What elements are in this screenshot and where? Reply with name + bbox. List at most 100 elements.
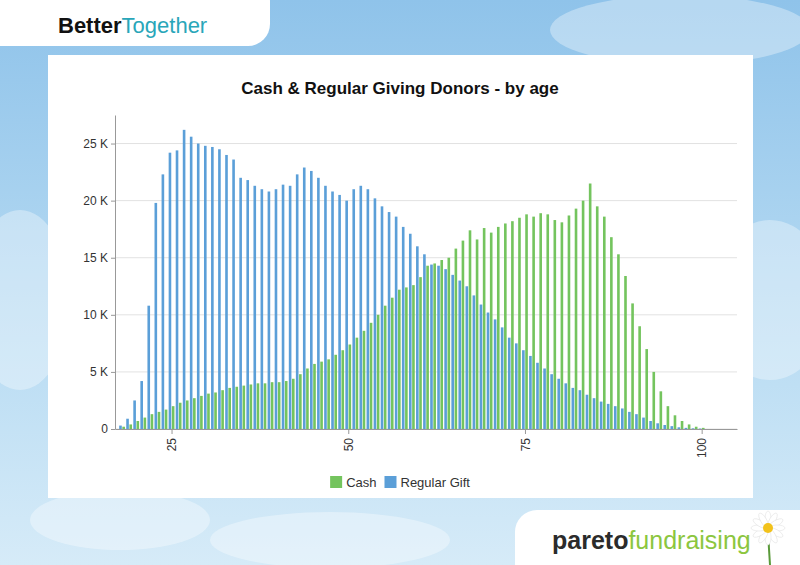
bar xyxy=(172,406,175,429)
bar xyxy=(405,287,408,429)
bar xyxy=(338,195,341,429)
bar xyxy=(663,425,666,429)
bar xyxy=(349,345,352,429)
bar xyxy=(331,192,334,429)
bar xyxy=(271,382,274,429)
bar xyxy=(133,400,136,429)
bar xyxy=(299,374,302,429)
bar xyxy=(501,327,504,429)
y-tick: 20 K xyxy=(83,194,115,208)
bar xyxy=(579,390,582,429)
bar xyxy=(572,388,575,429)
bar xyxy=(575,209,578,429)
bar xyxy=(391,298,394,429)
bar xyxy=(660,391,663,429)
grid-line xyxy=(115,257,737,258)
x-axis: 255075100 xyxy=(116,429,738,458)
x-tick-mark xyxy=(348,429,349,434)
bar xyxy=(345,201,348,429)
y-tick-mark xyxy=(111,201,115,202)
bar xyxy=(497,227,500,429)
bar xyxy=(352,189,355,429)
bar xyxy=(554,220,557,429)
bar xyxy=(402,227,405,429)
bar xyxy=(440,260,443,429)
chart-panel xyxy=(48,55,753,498)
cloud xyxy=(210,512,450,565)
y-tick-label: 20 K xyxy=(83,194,108,208)
bar xyxy=(419,277,422,429)
bar xyxy=(688,424,691,429)
y-tick: 15 K xyxy=(83,251,115,265)
bar xyxy=(165,410,168,429)
legend-label: Cash xyxy=(346,475,376,490)
bar xyxy=(119,426,122,429)
x-tick: 75 xyxy=(519,429,533,451)
bar xyxy=(582,201,585,429)
bar xyxy=(356,338,359,429)
bar xyxy=(529,356,532,429)
bar xyxy=(557,379,560,429)
y-tick-label: 5 K xyxy=(90,365,108,379)
bar xyxy=(483,228,486,429)
bar xyxy=(169,153,172,429)
bar xyxy=(437,266,440,429)
bar xyxy=(600,402,603,429)
bar xyxy=(200,396,203,429)
bar xyxy=(398,290,401,429)
bar xyxy=(190,137,193,429)
header-brand: BetterTogether xyxy=(58,13,207,38)
bar xyxy=(377,315,380,429)
bar xyxy=(508,338,511,429)
y-tick-mark xyxy=(111,144,115,145)
bar xyxy=(359,186,362,429)
bar xyxy=(246,180,249,429)
bar xyxy=(546,214,549,429)
bar xyxy=(543,368,546,429)
brand-bold: Better xyxy=(58,13,122,38)
bar xyxy=(596,206,599,429)
bar xyxy=(536,363,539,429)
x-tick-mark xyxy=(172,429,173,434)
bar xyxy=(317,178,320,429)
bar xyxy=(614,406,617,429)
bar xyxy=(444,269,447,429)
bar xyxy=(243,386,246,429)
x-tick-mark xyxy=(525,429,526,434)
x-tick: 25 xyxy=(165,429,179,451)
bar xyxy=(610,237,613,429)
bar xyxy=(504,223,507,429)
bar xyxy=(494,319,497,429)
bar xyxy=(670,426,673,429)
legend-item: Cash xyxy=(330,475,376,490)
bar xyxy=(539,213,542,429)
y-tick: 25 K xyxy=(83,137,115,151)
bar xyxy=(158,412,161,429)
brand-bold: pareto xyxy=(552,526,628,554)
bar xyxy=(649,421,652,429)
bar xyxy=(193,398,196,429)
grid-line xyxy=(115,371,737,372)
bar xyxy=(473,295,476,429)
bar xyxy=(522,350,525,429)
legend-item: Regular Gift xyxy=(384,475,470,490)
bar xyxy=(409,234,412,429)
x-tick: 50 xyxy=(342,429,356,451)
bar xyxy=(667,406,670,429)
legend-swatch xyxy=(330,476,342,488)
x-tick-label: 75 xyxy=(519,438,533,452)
y-tick-label: 0 xyxy=(101,422,108,436)
bar xyxy=(310,171,313,429)
bar xyxy=(239,178,242,429)
bar xyxy=(225,155,228,429)
bar xyxy=(490,233,493,429)
bar xyxy=(433,263,436,429)
bar xyxy=(589,184,592,429)
bar xyxy=(550,374,553,429)
bar xyxy=(370,323,373,429)
bar xyxy=(515,343,518,429)
bar xyxy=(155,203,158,429)
bar xyxy=(292,379,295,429)
bar xyxy=(642,418,645,429)
bar xyxy=(228,388,231,429)
